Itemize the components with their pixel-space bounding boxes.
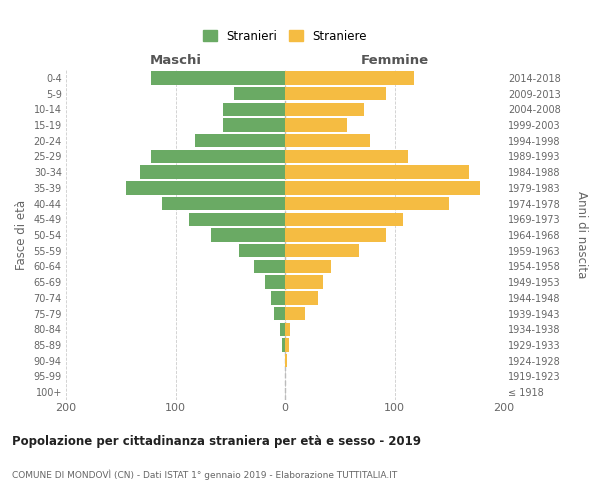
Bar bbox=[285, 118, 347, 132]
Y-axis label: Fasce di età: Fasce di età bbox=[15, 200, 28, 270]
Bar bbox=[285, 87, 386, 100]
Bar bbox=[285, 307, 305, 320]
Bar bbox=[285, 197, 449, 210]
Bar bbox=[140, 166, 285, 179]
Bar bbox=[285, 212, 403, 226]
Bar bbox=[151, 71, 285, 85]
Bar bbox=[285, 244, 359, 258]
Text: COMUNE DI MONDOVÌ (CN) - Dati ISTAT 1° gennaio 2019 - Elaborazione TUTTITALIA.IT: COMUNE DI MONDOVÌ (CN) - Dati ISTAT 1° g… bbox=[12, 470, 397, 480]
Text: Femmine: Femmine bbox=[361, 54, 428, 67]
Y-axis label: Anni di nascita: Anni di nascita bbox=[575, 192, 588, 278]
Bar bbox=[285, 134, 370, 147]
Bar bbox=[285, 354, 287, 368]
Bar bbox=[211, 228, 285, 241]
Bar bbox=[285, 102, 364, 116]
Bar bbox=[223, 102, 285, 116]
Text: Popolazione per cittadinanza straniera per età e sesso - 2019: Popolazione per cittadinanza straniera p… bbox=[12, 435, 421, 448]
Bar bbox=[151, 150, 285, 163]
Bar bbox=[285, 260, 331, 273]
Bar bbox=[285, 338, 289, 351]
Bar bbox=[285, 166, 469, 179]
Bar bbox=[254, 260, 285, 273]
Bar bbox=[163, 197, 285, 210]
Bar bbox=[285, 322, 290, 336]
Bar bbox=[223, 118, 285, 132]
Bar bbox=[271, 291, 285, 304]
Bar bbox=[188, 212, 285, 226]
Text: Maschi: Maschi bbox=[149, 54, 202, 67]
Bar bbox=[285, 71, 414, 85]
Bar bbox=[282, 338, 285, 351]
Legend: Stranieri, Straniere: Stranieri, Straniere bbox=[203, 30, 367, 43]
Bar bbox=[285, 228, 386, 241]
Bar bbox=[195, 134, 285, 147]
Bar bbox=[274, 307, 285, 320]
Bar bbox=[285, 150, 407, 163]
Bar bbox=[239, 244, 285, 258]
Bar bbox=[285, 181, 480, 194]
Bar bbox=[280, 322, 285, 336]
Bar bbox=[285, 276, 323, 289]
Bar bbox=[233, 87, 285, 100]
Bar bbox=[126, 181, 285, 194]
Bar bbox=[265, 276, 285, 289]
Bar bbox=[285, 291, 318, 304]
